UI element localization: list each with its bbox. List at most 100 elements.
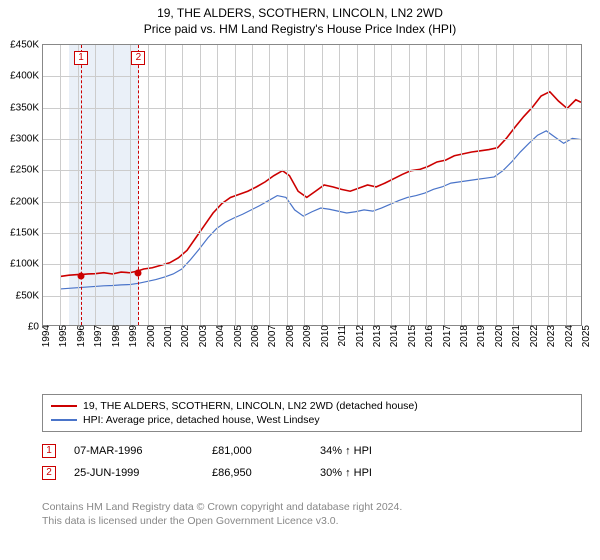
series-marker-dot xyxy=(77,273,84,280)
x-axis-label: 2019 xyxy=(474,325,487,347)
x-axis-label: 2012 xyxy=(353,325,366,347)
x-axis-label: 1997 xyxy=(91,325,104,347)
x-axis-label: 2015 xyxy=(405,325,418,347)
gridline-v xyxy=(113,45,114,325)
x-axis-label: 1998 xyxy=(109,325,122,347)
y-axis-label: £350K xyxy=(10,102,43,113)
x-axis-label: 2009 xyxy=(300,325,313,347)
gridline-h xyxy=(43,233,581,234)
transactions-table: 1 07-MAR-1996 £81,000 34% ↑ HPI 2 25-JUN-1999… xyxy=(42,440,582,484)
y-axis-label: £150K xyxy=(10,228,43,239)
gridline-v xyxy=(566,45,567,325)
chart-subtitle: Price paid vs. HM Land Registry's House … xyxy=(0,22,600,36)
x-axis-label: 2023 xyxy=(544,325,557,347)
gridline-v xyxy=(165,45,166,325)
gridline-h xyxy=(43,202,581,203)
gridline-v xyxy=(339,45,340,325)
x-axis-label: 2016 xyxy=(422,325,435,347)
legend-row: 19, THE ALDERS, SCOTHERN, LINCOLN, LN2 2… xyxy=(51,399,573,413)
event-marker-box: 1 xyxy=(74,51,88,65)
x-axis-label: 2000 xyxy=(144,325,157,347)
gridline-v xyxy=(252,45,253,325)
series-svg xyxy=(43,45,581,325)
gridline-h xyxy=(43,264,581,265)
gridline-v xyxy=(148,45,149,325)
gridline-v xyxy=(426,45,427,325)
x-axis-label: 2002 xyxy=(178,325,191,347)
legend-swatch xyxy=(51,419,77,421)
gridline-v xyxy=(95,45,96,325)
transaction-date: 07-MAR-1996 xyxy=(74,445,194,457)
gridline-v xyxy=(287,45,288,325)
y-axis-label: £300K xyxy=(10,134,43,145)
transaction-price: £86,950 xyxy=(212,467,302,479)
x-axis-label: 2003 xyxy=(196,325,209,347)
chart-container: 19, THE ALDERS, SCOTHERN, LINCOLN, LN2 2… xyxy=(0,0,600,560)
gridline-h xyxy=(43,139,581,140)
transaction-date: 25-JUN-1999 xyxy=(74,467,194,479)
x-axis-label: 1994 xyxy=(39,325,52,347)
x-axis-label: 2020 xyxy=(492,325,505,347)
event-line xyxy=(138,45,139,325)
gridline-v xyxy=(357,45,358,325)
x-axis-label: 2021 xyxy=(509,325,522,347)
x-axis-label: 2018 xyxy=(457,325,470,347)
gridline-v xyxy=(548,45,549,325)
gridline-v xyxy=(391,45,392,325)
legend-label: HPI: Average price, detached house, West… xyxy=(83,414,320,426)
gridline-v xyxy=(217,45,218,325)
gridline-v xyxy=(269,45,270,325)
legend-row: HPI: Average price, detached house, West… xyxy=(51,413,573,427)
legend-label: 19, THE ALDERS, SCOTHERN, LINCOLN, LN2 2… xyxy=(83,400,418,412)
y-axis-label: £200K xyxy=(10,196,43,207)
series-marker-dot xyxy=(135,269,142,276)
y-axis-label: £100K xyxy=(10,259,43,270)
transaction-marker: 2 xyxy=(42,466,56,480)
y-axis-label: £50K xyxy=(16,290,43,301)
gridline-v xyxy=(130,45,131,325)
gridline-v xyxy=(60,45,61,325)
x-axis-label: 2010 xyxy=(318,325,331,347)
gridline-h xyxy=(43,108,581,109)
gridline-v xyxy=(304,45,305,325)
x-axis-label: 2011 xyxy=(335,325,348,347)
x-axis-label: 2013 xyxy=(370,325,383,347)
x-axis-label: 2008 xyxy=(283,325,296,347)
gridline-h xyxy=(43,296,581,297)
footer: Contains HM Land Registry data © Crown c… xyxy=(42,500,582,528)
gridline-h xyxy=(43,170,581,171)
footer-line-2: This data is licensed under the Open Gov… xyxy=(42,514,582,528)
legend: 19, THE ALDERS, SCOTHERN, LINCOLN, LN2 2… xyxy=(42,394,582,432)
y-axis-label: £450K xyxy=(10,40,43,51)
x-axis-label: 2022 xyxy=(527,325,540,347)
x-axis-label: 2014 xyxy=(387,325,400,347)
gridline-v xyxy=(531,45,532,325)
x-axis-label: 2004 xyxy=(213,325,226,347)
plot-wrap: £0£50K£100K£150K£200K£250K£300K£350K£400… xyxy=(42,44,582,356)
transaction-pct: 30% ↑ HPI xyxy=(320,467,420,479)
x-axis-label: 1995 xyxy=(56,325,69,347)
x-axis-label: 1996 xyxy=(74,325,87,347)
x-axis-label: 2017 xyxy=(440,325,453,347)
x-axis-label: 2001 xyxy=(161,325,174,347)
gridline-v xyxy=(513,45,514,325)
title-block: 19, THE ALDERS, SCOTHERN, LINCOLN, LN2 2… xyxy=(0,0,600,36)
y-axis-label: £250K xyxy=(10,165,43,176)
transaction-pct: 34% ↑ HPI xyxy=(320,445,420,457)
gridline-v xyxy=(374,45,375,325)
gridline-v xyxy=(444,45,445,325)
legend-swatch xyxy=(51,405,77,407)
gridline-v xyxy=(461,45,462,325)
gridline-v xyxy=(235,45,236,325)
gridline-v xyxy=(478,45,479,325)
gridline-v xyxy=(200,45,201,325)
x-axis-label: 1999 xyxy=(126,325,139,347)
plot-area: £0£50K£100K£150K£200K£250K£300K£350K£400… xyxy=(42,44,582,326)
transaction-marker: 1 xyxy=(42,444,56,458)
event-marker-box: 2 xyxy=(131,51,145,65)
y-axis-label: £400K xyxy=(10,71,43,82)
transaction-row: 2 25-JUN-1999 £86,950 30% ↑ HPI xyxy=(42,462,582,484)
footer-line-1: Contains HM Land Registry data © Crown c… xyxy=(42,500,582,514)
transaction-price: £81,000 xyxy=(212,445,302,457)
x-axis-label: 2006 xyxy=(248,325,261,347)
